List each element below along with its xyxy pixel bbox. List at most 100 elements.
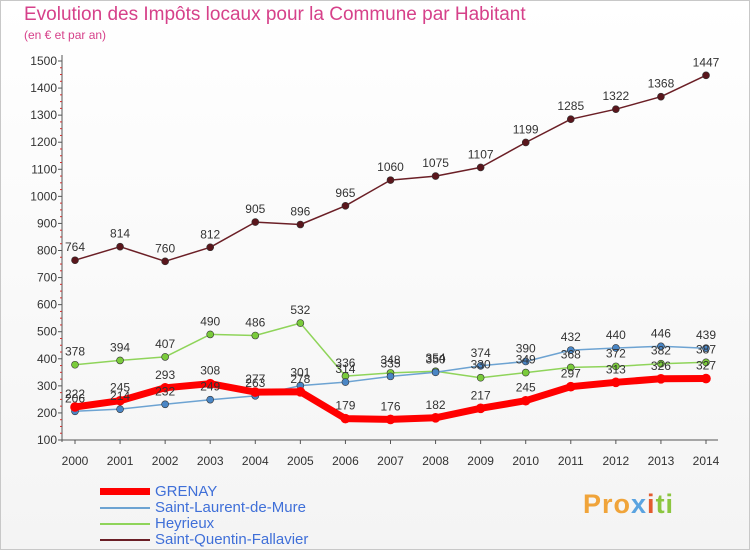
- x-tick-label: 2008: [422, 454, 449, 468]
- data-label: 297: [561, 367, 581, 381]
- data-point: [430, 413, 441, 423]
- x-tick-label: 2009: [467, 454, 494, 468]
- data-point: [71, 256, 79, 265]
- y-tick-label: 1500: [30, 54, 57, 68]
- data-label: 330: [471, 358, 491, 372]
- x-tick-label: 2006: [332, 454, 359, 468]
- data-point: [206, 330, 215, 339]
- y-tick-label: 1000: [30, 189, 57, 203]
- data-point: [612, 362, 620, 371]
- legend-swatch: [100, 507, 150, 509]
- data-point: [116, 356, 124, 365]
- data-point: [612, 344, 620, 352]
- data-point: [431, 368, 440, 377]
- y-tick-label: 1300: [30, 108, 57, 122]
- data-point: [701, 373, 711, 384]
- data-point: [341, 202, 350, 210]
- y-tick-label: 1100: [31, 162, 57, 176]
- data-point: [116, 405, 124, 413]
- legend-swatch: [100, 539, 150, 541]
- y-tick-label: 200: [37, 406, 57, 420]
- data-point: [386, 372, 395, 381]
- data-label: 432: [561, 330, 581, 344]
- data-label: 335: [380, 356, 400, 370]
- data-label: 1199: [513, 122, 539, 136]
- data-point: [565, 381, 576, 392]
- data-point: [476, 163, 485, 172]
- data-point: [251, 331, 260, 340]
- data-point: [475, 403, 486, 414]
- x-tick-label: 2003: [197, 454, 224, 468]
- data-point: [566, 115, 575, 124]
- data-point: [386, 176, 395, 184]
- legend-label: Heyrieux: [155, 515, 215, 532]
- data-point: [566, 363, 575, 372]
- data-label: 407: [155, 337, 175, 351]
- data-label: 217: [471, 388, 491, 402]
- x-tick-label: 2013: [648, 454, 675, 468]
- brand-text-part: i: [647, 489, 656, 519]
- data-point: [476, 362, 485, 370]
- data-point: [161, 353, 169, 361]
- data-point: [341, 378, 350, 386]
- data-label: 372: [606, 346, 626, 360]
- x-tick-label: 2001: [107, 454, 134, 468]
- data-label: 327: [696, 359, 716, 373]
- brand-text-part: x: [631, 489, 648, 519]
- data-label: 245: [110, 381, 130, 395]
- data-label: 764: [65, 240, 85, 254]
- data-point: [612, 105, 620, 113]
- data-point: [295, 387, 306, 397]
- data-label: 313: [606, 362, 626, 376]
- x-tick-label: 2002: [152, 454, 179, 468]
- brand-logo: Proxiti: [583, 489, 674, 520]
- data-point: [296, 220, 305, 229]
- data-label: 1285: [557, 99, 584, 113]
- data-point: [702, 358, 710, 367]
- data-label: 182: [426, 398, 446, 412]
- y-tick-label: 600: [37, 298, 57, 312]
- x-tick-label: 2000: [62, 454, 89, 468]
- data-label: 349: [516, 353, 536, 367]
- data-label: 814: [110, 227, 130, 241]
- data-point: [160, 382, 170, 393]
- data-label: 293: [155, 368, 175, 382]
- data-label: 1322: [603, 89, 630, 103]
- data-label: 490: [200, 314, 220, 328]
- data-label: 394: [110, 340, 130, 354]
- data-point: [702, 344, 710, 353]
- data-label: 206: [65, 391, 85, 405]
- x-tick-label: 2010: [512, 454, 539, 468]
- data-point: [656, 374, 666, 384]
- y-tick-label: 900: [37, 216, 57, 230]
- data-label: 446: [651, 326, 671, 340]
- data-label: 263: [245, 376, 265, 390]
- data-label: 336: [335, 356, 355, 370]
- y-tick-label: 1400: [30, 81, 57, 95]
- data-label: 179: [335, 399, 355, 413]
- y-tick-label: 700: [37, 271, 57, 285]
- data-label: 896: [290, 205, 310, 219]
- data-label: 232: [155, 384, 175, 398]
- y-tick-label: 100: [37, 433, 57, 447]
- x-tick-label: 2005: [287, 454, 314, 468]
- brand-text-part: ti: [655, 489, 675, 519]
- x-tick-label: 2012: [603, 454, 630, 468]
- x-tick-label: 2004: [242, 454, 269, 468]
- y-tick-label: 300: [37, 379, 57, 393]
- data-label: 439: [696, 328, 716, 342]
- x-tick-label: 2014: [693, 454, 720, 468]
- data-label: 277: [245, 372, 265, 386]
- data-label: 905: [245, 202, 265, 216]
- data-point: [520, 395, 531, 406]
- data-point: [702, 71, 710, 80]
- legend-label: GRENAY: [155, 483, 218, 500]
- data-label: 760: [155, 241, 175, 255]
- data-label: 245: [516, 381, 536, 395]
- y-tick-label: 1200: [30, 135, 57, 149]
- data-point: [521, 357, 530, 366]
- data-point: [521, 368, 530, 377]
- legend-label: Saint-Laurent-de-Mure: [155, 499, 306, 516]
- data-label: 374: [471, 346, 491, 360]
